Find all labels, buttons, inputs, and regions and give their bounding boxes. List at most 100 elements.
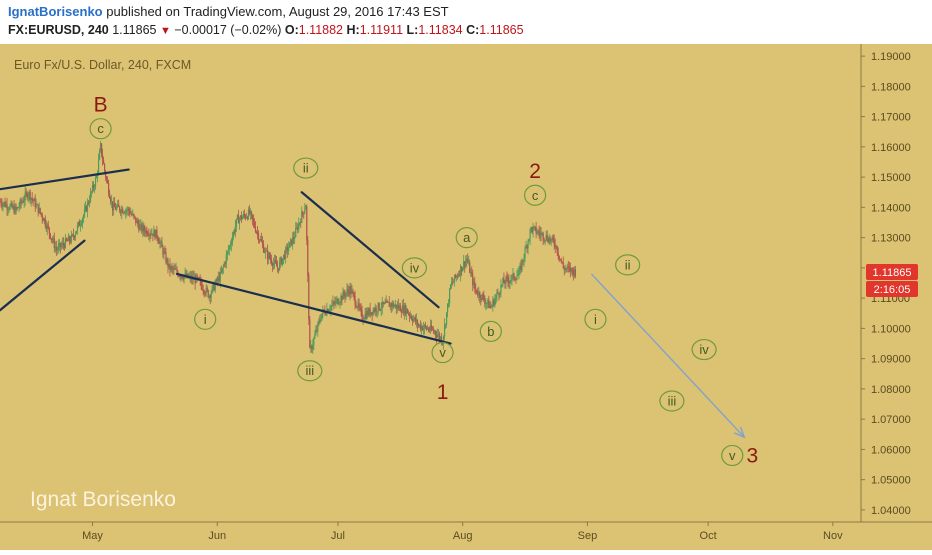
candle-body (535, 226, 537, 234)
wave-label-major: 2 (529, 160, 541, 183)
candle-body (143, 225, 145, 231)
candle-body (340, 296, 342, 303)
candle-body (0, 201, 1, 203)
candle-body (101, 155, 104, 161)
candle-body (31, 197, 33, 200)
candle-body (398, 305, 400, 309)
candle-body (244, 215, 247, 218)
candle-body (507, 277, 509, 281)
candle-body (149, 234, 151, 237)
candle-body (293, 237, 295, 239)
candle-body (482, 294, 484, 296)
candle-body (176, 269, 178, 273)
candle-body (352, 291, 354, 294)
candle-body (453, 281, 455, 283)
candle-body (130, 213, 132, 215)
candle-body (382, 301, 384, 305)
candle-body (434, 331, 437, 335)
candle-body (393, 305, 395, 308)
price-change: −0.00017 (−0.02%) (174, 23, 282, 37)
candle-body (409, 316, 411, 317)
candle-body (73, 236, 76, 238)
candle-body (450, 284, 452, 289)
candle-body (21, 201, 23, 203)
candle-body (344, 294, 346, 297)
candle-body (502, 278, 504, 285)
candle-body (63, 244, 65, 248)
candle-body (8, 209, 10, 211)
candle-body (557, 253, 559, 256)
candle-body (50, 238, 52, 240)
candle-body (565, 268, 567, 270)
candle-body (222, 266, 224, 269)
candle-body (172, 267, 174, 270)
trendline[interactable] (300, 191, 440, 309)
candle-body (129, 210, 131, 215)
candle-body (438, 334, 441, 340)
candle-body (368, 308, 370, 316)
wave-label-circle (297, 360, 323, 382)
candle-body (174, 268, 176, 270)
candle-body (300, 222, 302, 224)
candle-body (94, 177, 97, 187)
candle-body (68, 236, 71, 241)
last-price-tag-bg (866, 263, 918, 280)
author-link[interactable]: IgnatBorisenko (8, 4, 103, 19)
projection-arrow[interactable] (590, 273, 745, 438)
y-tick-label: 1.15000 (871, 172, 911, 184)
candle-body (169, 263, 171, 271)
candle-body (15, 206, 17, 210)
candle-body (66, 240, 68, 242)
candle-body (315, 330, 317, 335)
trendline[interactable] (175, 272, 452, 345)
candle-body (425, 326, 428, 330)
candle-body (103, 160, 105, 164)
candle-body (354, 295, 356, 305)
candle-body (127, 208, 129, 211)
x-tick-label: Aug (453, 530, 473, 542)
candle-body (49, 233, 51, 239)
candle-body (299, 222, 301, 224)
candle-body (12, 206, 14, 208)
candle-body (210, 292, 212, 298)
candle-body (164, 251, 166, 253)
candle-body (205, 287, 207, 294)
published-text: published on TradingView.com, August 29,… (106, 4, 449, 19)
candle-body (39, 207, 41, 213)
open-value: 1.11882 (298, 23, 344, 37)
candle-body (454, 274, 456, 282)
candle-body (492, 300, 494, 306)
candle-body (115, 207, 117, 210)
candle-body (331, 304, 333, 307)
candle-body (18, 206, 20, 208)
candle-body (23, 200, 25, 203)
candle-body (325, 313, 327, 315)
candle-body (166, 259, 168, 263)
trendline[interactable] (0, 239, 86, 312)
candle-body (17, 207, 19, 209)
candle-body (151, 233, 153, 235)
candle-body (265, 250, 268, 252)
chart-legend: Euro Fx/U.S. Dollar, 240, FXCM (14, 58, 191, 72)
candle-body (77, 221, 80, 226)
candle-body (448, 303, 450, 304)
candle-body (537, 231, 539, 233)
candle-body (112, 201, 114, 211)
candle-body (218, 276, 220, 282)
candle-body (417, 325, 420, 327)
candle-body (510, 279, 512, 281)
candle-body (516, 276, 518, 280)
candle-body (285, 248, 287, 259)
trendline[interactable] (0, 168, 130, 191)
candle-body (98, 151, 101, 160)
candle-body (273, 260, 276, 264)
candle-body (451, 282, 453, 285)
candle-body (419, 324, 422, 330)
candle-body (148, 234, 150, 237)
time-axis[interactable]: May Jun Jul Aug Sep Oct Nov (82, 522, 843, 542)
wave-label-text: iv (699, 342, 709, 357)
candle-body (523, 257, 525, 261)
candle-body (474, 281, 476, 289)
